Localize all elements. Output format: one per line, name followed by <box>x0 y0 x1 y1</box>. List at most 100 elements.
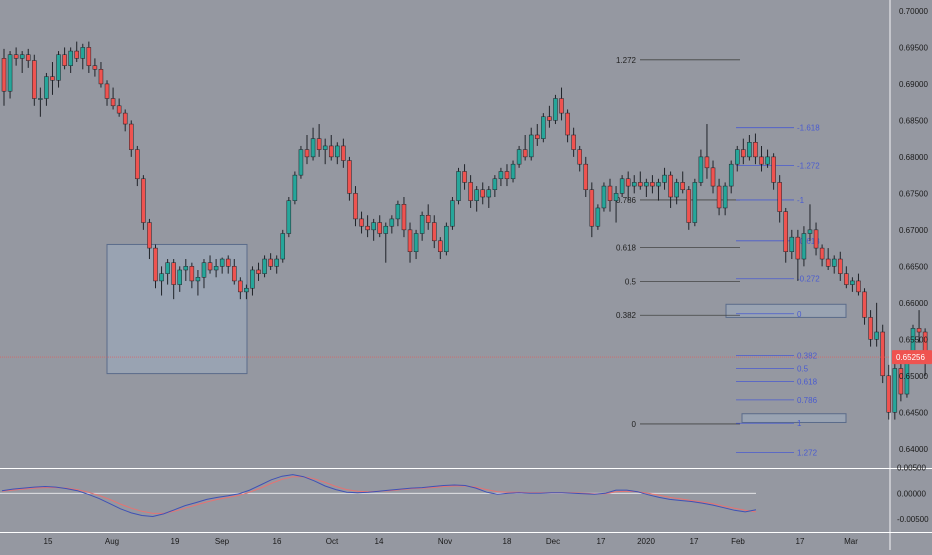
candle-body <box>559 98 564 114</box>
candle-body <box>147 222 152 249</box>
candle-body <box>686 189 692 223</box>
candle-body <box>171 262 176 285</box>
time-tick-label: 16 <box>273 537 282 546</box>
candle-body <box>571 134 576 150</box>
candle-body <box>201 262 207 278</box>
candle-body <box>129 123 134 150</box>
osc-tick-label: -0.00500 <box>897 515 929 524</box>
candle-body <box>892 368 898 413</box>
candle-body <box>456 171 461 201</box>
fib-right-level-label: -0.272 <box>797 275 820 284</box>
candle-body <box>716 185 722 209</box>
candle-body <box>680 182 685 190</box>
candle-body <box>359 218 364 227</box>
candle-body <box>486 189 492 198</box>
candle-body <box>528 134 534 158</box>
candle-body <box>328 145 334 158</box>
price-tick-label: 0.70000 <box>899 7 928 16</box>
candle-body <box>619 178 625 194</box>
fib-left-level-label: 0.5 <box>625 278 637 287</box>
fib-right-level-label: 1 <box>797 419 802 428</box>
fib-right-level-label: -1.272 <box>797 162 820 171</box>
candle-body <box>638 182 643 187</box>
time-tick-label: Mar <box>844 537 858 546</box>
candle-body <box>122 112 128 125</box>
candle-body <box>268 258 273 267</box>
candle-body <box>50 76 55 81</box>
candle-body <box>7 54 13 92</box>
candle-body <box>850 280 855 285</box>
price-tick-label: 0.64500 <box>899 408 928 417</box>
fib-left-level-label: 0.786 <box>616 196 637 205</box>
candle-body <box>625 178 631 187</box>
candle-body <box>316 138 322 150</box>
candle-body <box>238 280 243 293</box>
candle-body <box>450 200 455 227</box>
candle-body <box>335 145 340 158</box>
candle-body <box>753 142 758 158</box>
candle-body <box>480 189 485 198</box>
candle-body <box>583 163 589 190</box>
price-tick-label: 0.67500 <box>899 189 928 198</box>
price-tick-label: 0.66500 <box>899 262 928 271</box>
candle-body <box>371 222 376 231</box>
candle-body <box>565 112 570 136</box>
candle-body <box>432 222 437 242</box>
candle-body <box>577 149 582 165</box>
candle-body <box>916 328 922 333</box>
candle-body <box>868 317 873 340</box>
candle-body <box>159 273 164 282</box>
price-tick-label: 0.64000 <box>899 445 928 454</box>
candle-body <box>401 204 407 231</box>
current-price-line-layer: 0.65256 <box>0 350 932 365</box>
candle-body <box>74 50 79 59</box>
candle-body <box>1 58 7 92</box>
axes-layer: 0.70000 0.69500 0.69000 0.68500 0.68000 0.675… <box>44 7 930 546</box>
candle-body <box>862 291 867 318</box>
candle-body <box>668 174 673 198</box>
fib-right-level-label: 0.618 <box>797 378 818 387</box>
candle-body <box>613 193 619 201</box>
candle-body <box>341 145 346 161</box>
candle-body <box>383 225 389 234</box>
time-tick-label: 18 <box>503 537 512 546</box>
current-price-label: 0.65256 <box>896 353 925 362</box>
candle-body <box>280 233 286 260</box>
candle-body <box>262 258 267 274</box>
candle-body <box>395 204 401 220</box>
candle-body <box>898 368 904 395</box>
candle-body <box>365 225 370 231</box>
candle-body <box>589 189 595 227</box>
candle-body <box>419 215 425 234</box>
time-tick-label: Nov <box>438 537 452 546</box>
candle-body <box>25 54 31 61</box>
time-tick-label: 19 <box>171 537 180 546</box>
candle-body <box>425 215 431 223</box>
candle-body <box>189 266 195 282</box>
candle-body <box>232 266 237 282</box>
candle-body <box>183 266 189 271</box>
time-tick-label: Sep <box>215 537 230 546</box>
candle-body <box>698 156 704 183</box>
candle-body <box>704 156 710 169</box>
candle-body <box>322 145 328 150</box>
candle-body <box>735 149 740 165</box>
candle-body <box>213 266 219 271</box>
fib-left-level-label: 0 <box>632 420 637 429</box>
candle-body <box>304 149 310 158</box>
fib-right-level-label: -0.618 <box>797 237 820 246</box>
candle-body <box>444 225 449 252</box>
candle-body <box>777 182 782 212</box>
candle-body <box>407 229 413 252</box>
candle-body <box>522 149 528 158</box>
time-tick-label: 14 <box>375 537 384 546</box>
candles-layer <box>1 41 928 420</box>
candle-body <box>462 171 467 183</box>
candle-body <box>535 134 540 139</box>
candle-body <box>98 69 104 85</box>
price-tick-label: 0.69000 <box>899 80 928 89</box>
time-tick-label: Feb <box>731 537 745 546</box>
candle-body <box>783 211 788 252</box>
